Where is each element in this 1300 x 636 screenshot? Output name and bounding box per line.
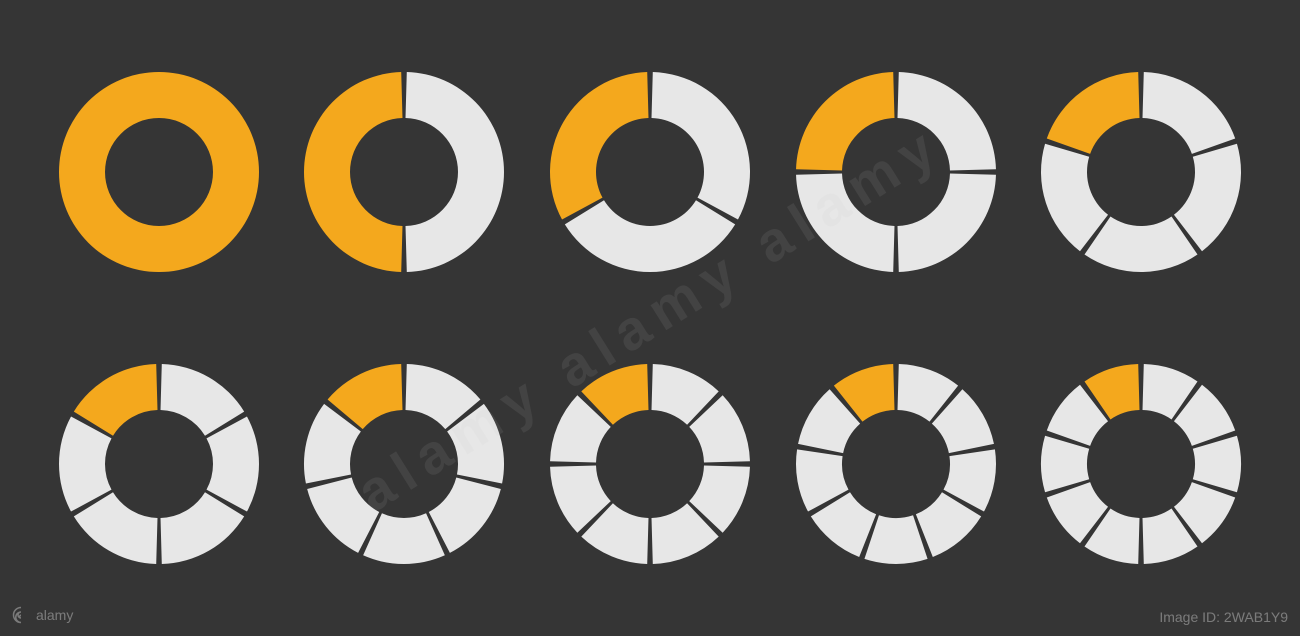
- donut-grid: [0, 0, 1300, 636]
- donut-1-segment-0: [59, 72, 259, 272]
- donut-7-segment-3: [429, 477, 501, 552]
- donut-2-segment-0-highlighted: [304, 72, 402, 272]
- donut-4-segment-3: [796, 174, 894, 272]
- donut-2: [300, 68, 508, 276]
- donut-7-svg: [300, 360, 508, 568]
- donut-9-svg: [792, 360, 1000, 568]
- donut-5-segment-0-highlighted: [1047, 72, 1140, 154]
- donut-6-svg: [55, 360, 263, 568]
- donut-7: [300, 360, 508, 568]
- donut-1-svg: [55, 68, 263, 276]
- donut-3-segment-0-highlighted: [550, 72, 648, 220]
- donut-10-svg: [1037, 360, 1245, 568]
- donut-6: [55, 360, 263, 568]
- donut-8: [546, 360, 754, 568]
- donut-9-segment-5: [864, 515, 927, 564]
- donut-7-segment-5: [308, 477, 380, 552]
- donut-4-svg: [792, 68, 1000, 276]
- donut-6-segment-2: [206, 416, 258, 511]
- donut-10-segment-8: [1041, 436, 1089, 492]
- donut-2-segment-1: [406, 72, 504, 272]
- donut-4-segment-0-highlighted: [796, 72, 894, 170]
- donut-10-segment-3: [1193, 436, 1241, 492]
- donut-8-svg: [546, 360, 754, 568]
- donut-5-svg: [1037, 68, 1245, 276]
- donut-6-segment-5: [59, 416, 111, 511]
- donut-5-segment-3: [1085, 217, 1198, 272]
- donut-4: [792, 68, 1000, 276]
- donut-5: [1037, 68, 1245, 276]
- donut-4-segment-2: [897, 174, 995, 272]
- donut-4-segment-1: [897, 72, 995, 170]
- donut-3: [546, 68, 754, 276]
- donut-7-segment-4: [364, 513, 446, 564]
- donut-3-segment-1: [651, 72, 749, 220]
- donut-1: [55, 68, 263, 276]
- donut-9: [792, 360, 1000, 568]
- donut-3-svg: [546, 68, 754, 276]
- donut-3-segment-2: [565, 200, 735, 272]
- donut-2-svg: [300, 68, 508, 276]
- donut-10: [1037, 360, 1245, 568]
- donut-5-segment-1: [1143, 72, 1236, 154]
